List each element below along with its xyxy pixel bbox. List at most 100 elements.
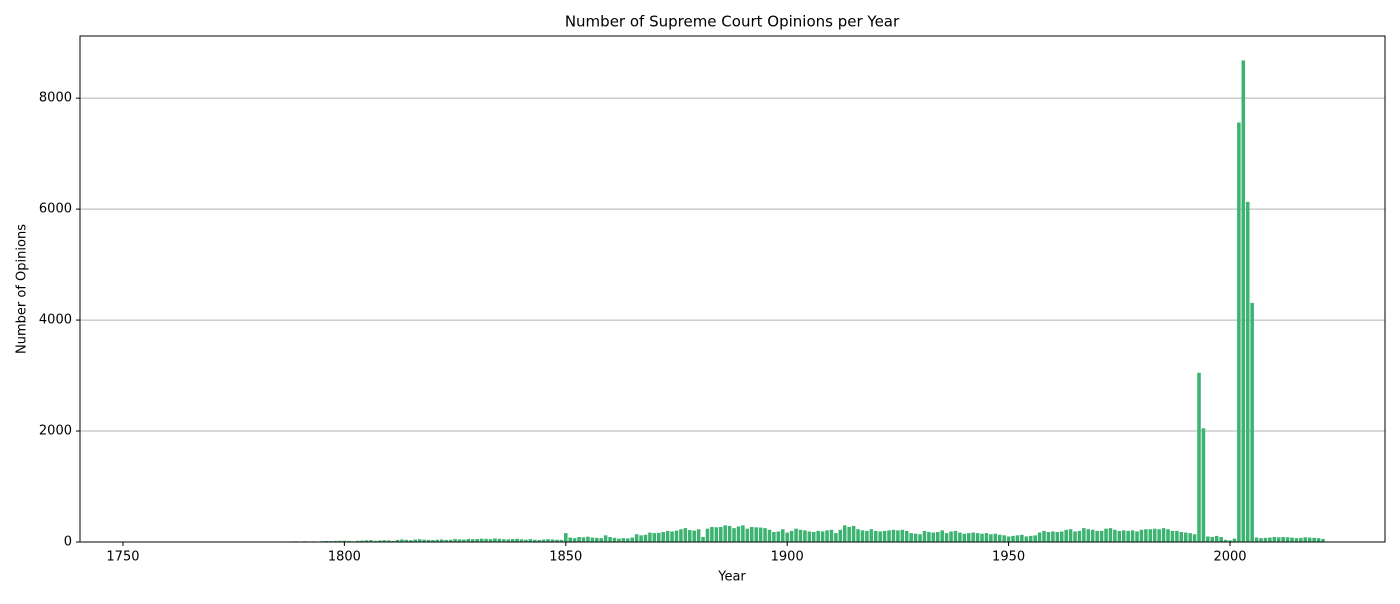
bar (945, 533, 949, 542)
bar (657, 533, 661, 542)
bar (577, 537, 581, 542)
bar (692, 531, 696, 542)
x-tick-label: 1750 (106, 550, 139, 565)
bar (967, 533, 971, 542)
bar (1091, 530, 1095, 542)
bar (927, 532, 931, 542)
bar (591, 538, 595, 542)
bar (1140, 530, 1144, 542)
bar (759, 528, 763, 542)
bar (1122, 530, 1126, 542)
bar (1087, 529, 1091, 542)
bar (1264, 538, 1268, 542)
bar (746, 529, 750, 542)
bar (856, 529, 860, 542)
bar (1308, 538, 1312, 542)
bar (865, 531, 869, 542)
bar (834, 533, 838, 542)
bar (1131, 530, 1135, 542)
bar (1126, 531, 1130, 542)
bar (635, 534, 639, 542)
bar (1047, 532, 1051, 542)
bar (821, 531, 825, 542)
bar (1082, 528, 1086, 542)
bar (604, 535, 608, 542)
x-axis-label: Year (717, 570, 746, 585)
bar (586, 537, 590, 542)
bar (1100, 531, 1104, 542)
bar (1104, 529, 1108, 542)
bar (1135, 531, 1139, 542)
bar (1277, 537, 1281, 542)
bar (799, 530, 803, 542)
bar (1184, 533, 1188, 542)
bar (644, 535, 648, 542)
bar (892, 530, 896, 542)
bar (1051, 531, 1055, 542)
y-tick-label: 6000 (39, 202, 72, 217)
bar (741, 525, 745, 542)
bar (639, 535, 643, 542)
bar (1188, 533, 1192, 542)
bar (1007, 536, 1011, 542)
bar (980, 534, 984, 542)
bar (878, 531, 882, 542)
bar (883, 531, 887, 542)
bar (1312, 538, 1316, 542)
bar (932, 533, 936, 542)
bar (781, 529, 785, 542)
bar (1162, 528, 1166, 542)
bar (1002, 535, 1006, 542)
bar (573, 538, 577, 542)
x-tick-label: 1800 (328, 550, 361, 565)
y-tick-label: 4000 (39, 313, 72, 328)
bar (958, 533, 962, 542)
chart-title: Number of Supreme Court Opinions per Yea… (565, 13, 900, 31)
bar (1029, 536, 1033, 542)
bar (1193, 534, 1197, 542)
bar (949, 531, 953, 542)
bar (923, 531, 927, 542)
bar (1016, 535, 1020, 542)
y-tick-label: 2000 (39, 424, 72, 439)
bar (1056, 532, 1060, 542)
bar (1113, 530, 1117, 542)
bar (994, 534, 998, 542)
bar (670, 531, 674, 542)
bar (985, 533, 989, 542)
bar (1286, 537, 1290, 542)
bar (803, 530, 807, 542)
bar (1304, 537, 1308, 542)
bar (852, 526, 856, 542)
y-tick-label: 8000 (39, 91, 72, 106)
bar (918, 534, 922, 542)
bar (1268, 538, 1272, 542)
bar (772, 532, 776, 542)
bar (706, 529, 710, 542)
bar (861, 530, 865, 542)
bar (1246, 202, 1250, 542)
x-tick-label: 1850 (549, 550, 582, 565)
bar (887, 530, 891, 542)
bar (1255, 538, 1259, 542)
bar (1073, 531, 1077, 542)
bar (750, 527, 754, 542)
bar (1144, 529, 1148, 542)
bar (723, 525, 727, 542)
bar (715, 527, 719, 542)
bar (1295, 538, 1299, 542)
bar (701, 537, 705, 542)
x-tick-label: 1900 (771, 550, 804, 565)
bar (901, 530, 905, 542)
bar (626, 538, 630, 542)
x-tick-label: 2000 (1213, 550, 1246, 565)
bar (675, 531, 679, 542)
bar (1149, 529, 1153, 542)
bar (909, 533, 913, 542)
bar (1095, 531, 1099, 542)
bar (1042, 531, 1046, 542)
bar (763, 528, 767, 542)
plot-frame (80, 36, 1385, 542)
bar (963, 534, 967, 542)
